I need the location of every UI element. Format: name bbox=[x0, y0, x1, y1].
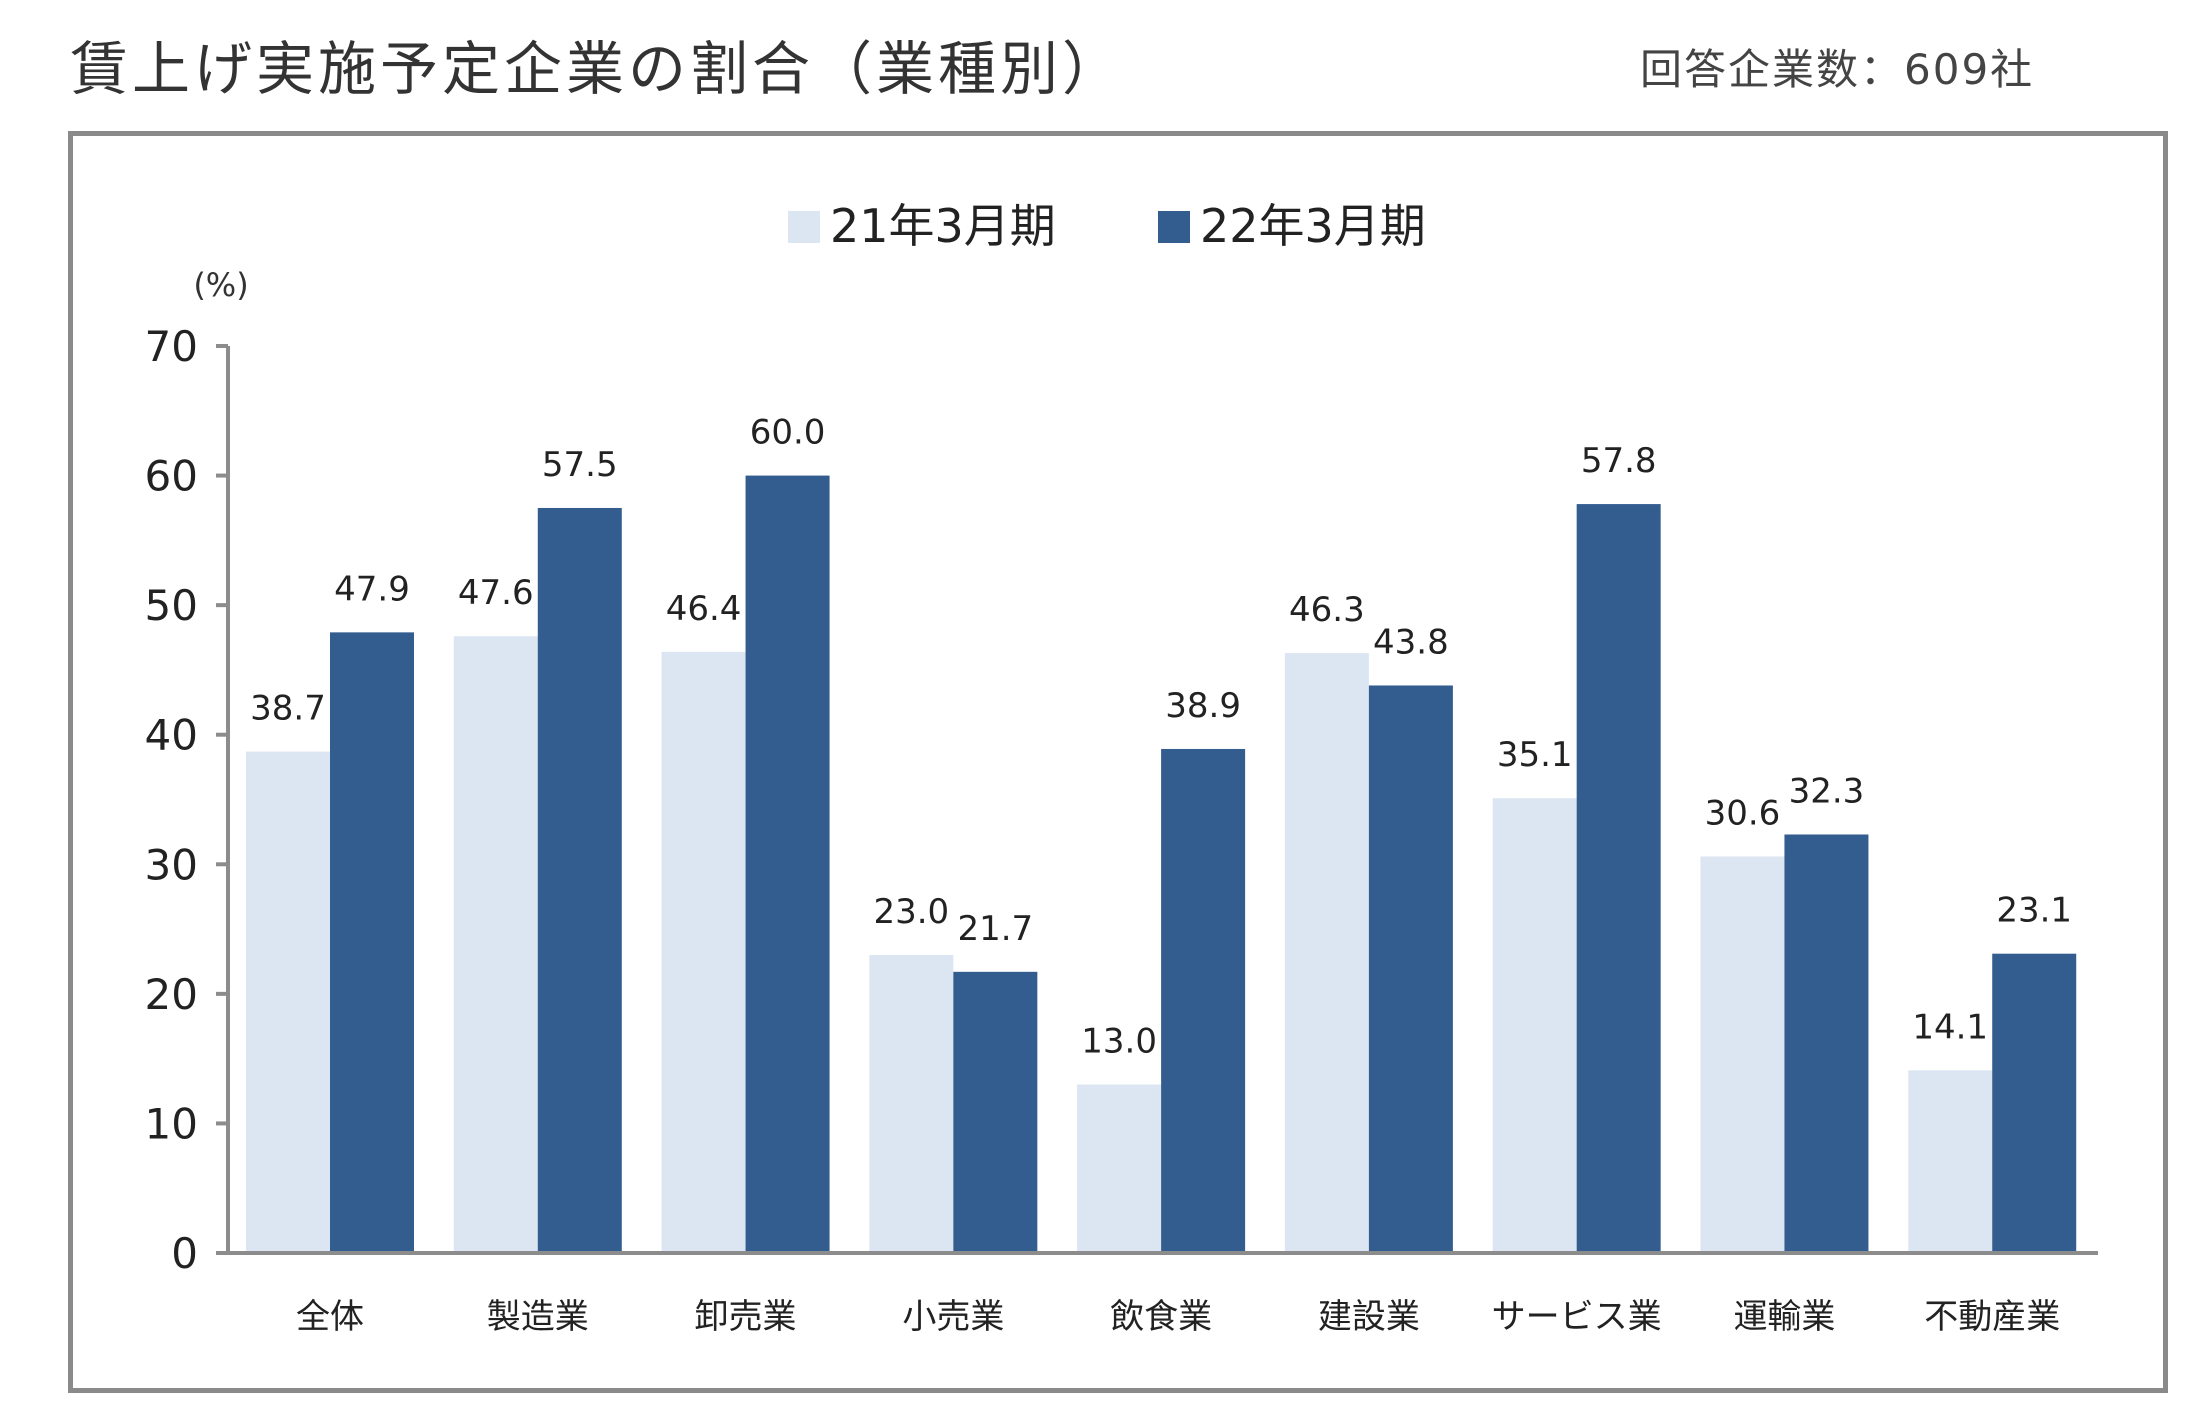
data-label: 43.8 bbox=[1373, 622, 1449, 662]
legend-swatch bbox=[1158, 211, 1190, 243]
data-label: 47.6 bbox=[458, 573, 534, 613]
x-tick-label: 卸売業 bbox=[695, 1297, 797, 1337]
y-tick-label: 70 bbox=[145, 322, 198, 371]
bar-fy21 bbox=[1284, 653, 1369, 1253]
y-tick-label: 40 bbox=[145, 711, 198, 760]
data-label: 23.0 bbox=[873, 892, 949, 932]
data-label: 46.4 bbox=[666, 589, 742, 629]
data-label: 60.0 bbox=[750, 413, 826, 453]
x-tick-label: 建設業 bbox=[1318, 1297, 1420, 1337]
legend-swatch bbox=[788, 211, 820, 243]
bar-fy22 bbox=[1161, 748, 1246, 1253]
bar-fy21 bbox=[1700, 856, 1785, 1253]
data-label: 14.1 bbox=[1912, 1007, 1988, 1047]
data-label: 30.6 bbox=[1705, 794, 1781, 834]
data-label: 47.9 bbox=[334, 569, 410, 609]
bar-fy22 bbox=[1784, 834, 1869, 1253]
bar-fy21 bbox=[869, 954, 954, 1253]
page-title: 賃上げ実施予定企業の割合（業種別） bbox=[70, 35, 1125, 103]
bar-fy22 bbox=[1576, 504, 1661, 1253]
x-tick-label: 小売業 bbox=[902, 1297, 1004, 1337]
chart-bars: 38.7 47.6 46.4 23.0 13.0 46.3 35.1 30.6 14.1 47.9… bbox=[246, 413, 2077, 1254]
x-tick-label: サービス業 bbox=[1492, 1297, 1662, 1337]
bar-fy21 bbox=[453, 636, 538, 1253]
data-label: 13.0 bbox=[1081, 1022, 1157, 1062]
data-label: 38.9 bbox=[1165, 686, 1241, 726]
bar-fy21 bbox=[1492, 798, 1577, 1253]
bar-fy22 bbox=[330, 632, 414, 1253]
bar-fy21 bbox=[1908, 1070, 1993, 1253]
bar-fy22 bbox=[537, 507, 622, 1253]
y-tick-label: 20 bbox=[145, 970, 198, 1019]
data-label: 57.5 bbox=[542, 445, 618, 485]
data-label: 23.1 bbox=[1996, 891, 2072, 931]
x-tick-label: 全体 bbox=[296, 1297, 364, 1337]
data-label: 46.3 bbox=[1289, 590, 1365, 630]
chart-legend: 21年3月期 22年3月期 bbox=[788, 199, 1426, 253]
y-tick-label: 30 bbox=[145, 840, 198, 889]
chart-frame: 21年3月期 22年3月期 (%) 0 10 20 30 40 50 60 70 38.7 47.… bbox=[68, 131, 2168, 1393]
bar-fy22 bbox=[1368, 685, 1453, 1253]
bar-fy22 bbox=[1992, 953, 2077, 1253]
respondent-count: 回答企業数：609社 bbox=[1640, 45, 2035, 94]
legend-label: 22年3月期 bbox=[1200, 199, 1426, 253]
data-label: 35.1 bbox=[1497, 735, 1573, 775]
bar-fy21 bbox=[246, 751, 330, 1253]
legend-label: 21年3月期 bbox=[830, 199, 1056, 253]
x-tick-label: 製造業 bbox=[487, 1297, 589, 1337]
x-tick-label: 飲食業 bbox=[1110, 1297, 1212, 1337]
y-axis-label: (%) bbox=[193, 266, 248, 304]
bar-fy21 bbox=[1077, 1084, 1162, 1253]
x-axis: 全体 製造業 卸売業 小売業 飲食業 建設業 サービス業 運輸業 不動産業 bbox=[216, 1251, 2098, 1337]
data-label: 21.7 bbox=[957, 909, 1033, 949]
y-tick-label: 0 bbox=[171, 1229, 198, 1278]
bar-chart: 21年3月期 22年3月期 (%) 0 10 20 30 40 50 60 70 38.7 47.… bbox=[145, 199, 2098, 1337]
x-tick-label: 不動産業 bbox=[1924, 1297, 2060, 1337]
y-axis: 0 10 20 30 40 50 60 70 bbox=[145, 322, 230, 1278]
bar-fy22 bbox=[745, 475, 830, 1254]
bar-fy22 bbox=[953, 971, 1038, 1253]
data-label: 38.7 bbox=[250, 689, 326, 729]
y-tick-label: 50 bbox=[145, 581, 198, 630]
x-tick-label: 運輸業 bbox=[1733, 1297, 1835, 1337]
data-label: 32.3 bbox=[1789, 771, 1865, 811]
data-label: 57.8 bbox=[1581, 441, 1657, 481]
y-tick-label: 10 bbox=[145, 1099, 198, 1148]
bar-fy21 bbox=[661, 651, 746, 1253]
y-tick-label: 60 bbox=[145, 452, 198, 501]
